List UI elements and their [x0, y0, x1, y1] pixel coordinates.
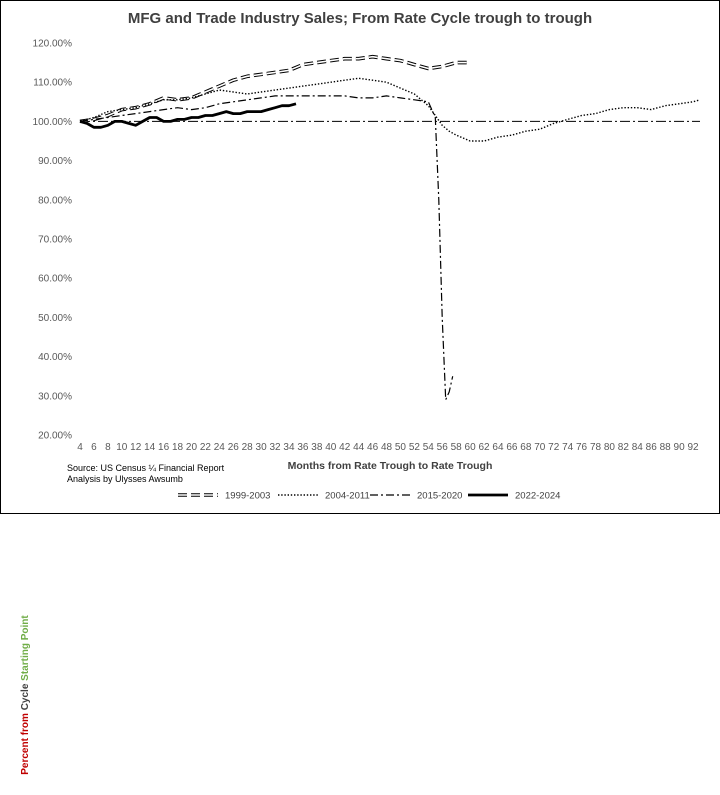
x-tick-label: 38 — [311, 442, 323, 453]
x-tick-label: 76 — [576, 442, 588, 453]
x-tick-label: 92 — [687, 442, 699, 453]
x-tick-label: 56 — [437, 442, 449, 453]
x-tick-label: 18 — [172, 442, 184, 453]
x-tick-label: 8 — [105, 442, 111, 453]
x-tick-label: 80 — [604, 442, 616, 453]
x-tick-label: 22 — [200, 442, 212, 453]
x-tick-label: 10 — [116, 442, 128, 453]
y-axis-label-part-1: Percent from — [20, 713, 31, 775]
x-tick-label: 64 — [492, 442, 504, 453]
x-tick-label: 4 — [77, 442, 83, 453]
x-tick-label: 44 — [353, 442, 365, 453]
x-tick-label: 6 — [91, 442, 97, 453]
x-tick-label: 50 — [395, 442, 407, 453]
y-tick-label: 70.00% — [38, 235, 72, 246]
x-tick-label: 78 — [590, 442, 602, 453]
x-tick-label: 16 — [158, 442, 170, 453]
x-tick-label: 26 — [228, 442, 240, 453]
legend-label: 1999-2003 — [225, 491, 270, 502]
chart-frame — [0, 0, 720, 514]
x-tick-label: 74 — [562, 442, 574, 453]
y-tick-label: 90.00% — [38, 156, 72, 167]
y-tick-label: 100.00% — [33, 117, 73, 128]
x-tick-label: 32 — [269, 442, 281, 453]
x-tick-label: 42 — [339, 442, 351, 453]
series-line-1999-2003-outline — [79, 54, 471, 124]
y-tick-label: 50.00% — [38, 313, 72, 324]
x-tick-label: 72 — [548, 442, 560, 453]
y-tick-label: 20.00% — [38, 431, 72, 442]
x-tick-label: 66 — [506, 442, 518, 453]
series-line-2004-2011 — [79, 77, 701, 142]
x-tick-label: 30 — [256, 442, 268, 453]
x-tick-label: 12 — [130, 442, 142, 453]
x-tick-label: 54 — [423, 442, 435, 453]
x-tick-label: 28 — [242, 442, 254, 453]
x-tick-label: 46 — [367, 442, 379, 453]
y-tick-label: 60.00% — [38, 274, 72, 285]
x-tick-label: 20 — [186, 442, 198, 453]
y-tick-label: 120.00% — [33, 39, 73, 50]
legend-label: 2004-2011 — [325, 491, 370, 502]
x-tick-label: 36 — [297, 442, 309, 453]
x-tick-label: 88 — [660, 442, 672, 453]
source-note: Source: US Census ¼ Financial Report Ana… — [67, 463, 224, 485]
y-tick-label: 40.00% — [38, 352, 72, 363]
source-line-2: Analysis by Ulysses Awsumb — [67, 474, 183, 484]
x-tick-label: 40 — [325, 442, 337, 453]
x-tick-label: 58 — [451, 442, 463, 453]
legend-label: 2022-2024 — [515, 491, 560, 502]
series-line-2015-2020 — [79, 95, 454, 401]
x-tick-label: 24 — [214, 442, 226, 453]
y-axis-label-part-3: Starting Point — [20, 615, 31, 681]
y-tick-label: 30.00% — [38, 391, 72, 402]
y-tick-label: 80.00% — [38, 195, 72, 206]
x-tick-label: 68 — [520, 442, 532, 453]
x-axis-label: Months from Rate Trough to Rate Trough — [287, 460, 493, 472]
y-axis-label-part-2: Cycle — [20, 680, 31, 714]
x-tick-label: 14 — [144, 442, 156, 453]
x-tick-label: 90 — [674, 442, 686, 453]
x-tick-label: 60 — [465, 442, 477, 453]
y-axis-label: Percent from Cycle Starting Point — [20, 595, 31, 795]
x-tick-label: 52 — [409, 442, 421, 453]
chart-svg: 20.00% 30.00% 40.00% 50.00% 60.00% 70.00% 80.0… — [33, 39, 701, 502]
chart-title: MFG and Trade Industry Sales; From Rate … — [127, 10, 593, 27]
x-tick-label: 86 — [646, 442, 658, 453]
x-tick-label: 62 — [478, 442, 490, 453]
x-tick-label: 82 — [618, 442, 630, 453]
x-tick-label: 84 — [632, 442, 644, 453]
y-tick-label: 110.00% — [33, 78, 72, 89]
series-line-1999-2003 — [79, 55, 471, 123]
source-line-1: Source: US Census ¼ Financial Report — [67, 463, 225, 473]
x-tick-label: 34 — [283, 442, 295, 453]
x-tick-label: 70 — [534, 442, 546, 453]
legend-label: 2015-2020 — [417, 491, 462, 502]
x-tick-label: 48 — [381, 442, 393, 453]
series-line-2022-2024 — [79, 102, 297, 129]
